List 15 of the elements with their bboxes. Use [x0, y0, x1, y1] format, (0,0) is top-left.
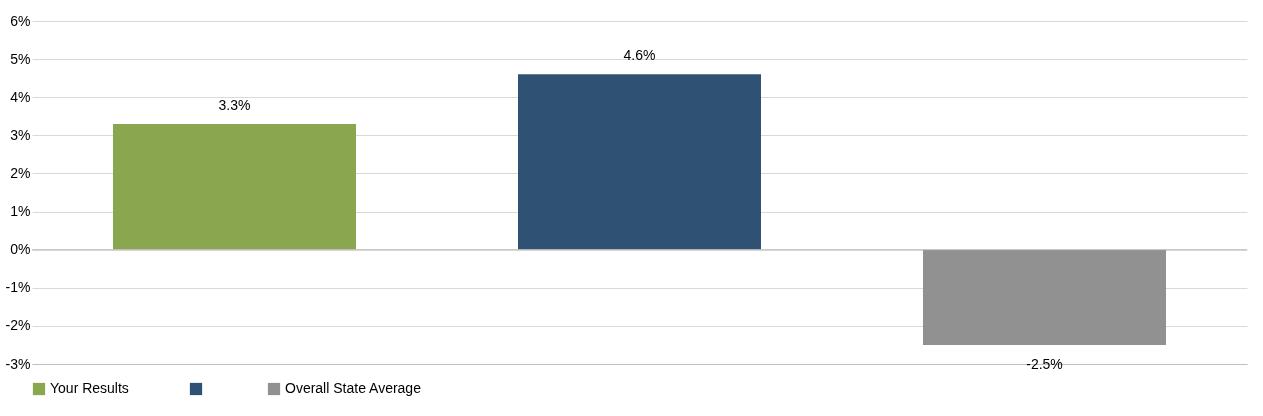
data-label: 4.6%: [623, 47, 656, 64]
legend-label: Overall State Average: [285, 380, 422, 396]
y-tick-label: 2%: [10, 164, 31, 181]
y-tick-label: 0%: [10, 241, 31, 258]
y-tick-label: 6%: [10, 12, 31, 29]
y-tick-label: -3%: [5, 355, 31, 372]
y-tick-label: 4%: [10, 88, 31, 105]
data-label: 3.3%: [218, 96, 251, 113]
y-tick-label: 3%: [10, 126, 31, 143]
y-tick-label: -1%: [5, 279, 31, 296]
y-tick-label: 1%: [10, 203, 31, 220]
data-label: -2.5%: [1026, 355, 1063, 372]
y-tick-label: -2%: [5, 317, 31, 334]
y-tick-label: 5%: [10, 50, 31, 67]
legend-label: Your Results: [50, 380, 129, 396]
